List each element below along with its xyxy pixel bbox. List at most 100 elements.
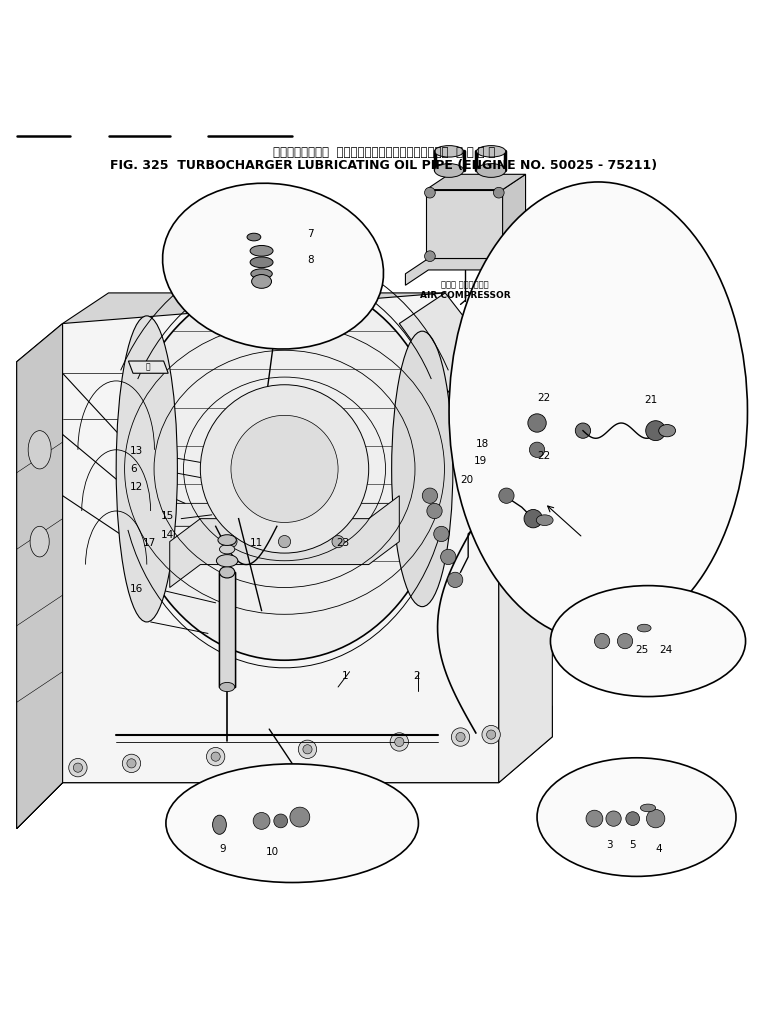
Text: 2: 2 xyxy=(413,670,419,681)
Circle shape xyxy=(422,489,438,504)
Circle shape xyxy=(207,747,225,765)
Circle shape xyxy=(427,504,442,518)
Circle shape xyxy=(493,187,504,198)
Text: 4: 4 xyxy=(656,844,662,854)
Text: 25: 25 xyxy=(635,645,648,655)
Circle shape xyxy=(646,421,666,440)
Ellipse shape xyxy=(250,245,273,257)
Circle shape xyxy=(278,536,290,548)
Ellipse shape xyxy=(220,566,235,578)
Circle shape xyxy=(482,726,500,744)
Polygon shape xyxy=(502,175,525,259)
Text: AIR COMPRESSOR: AIR COMPRESSOR xyxy=(420,290,511,299)
Ellipse shape xyxy=(28,430,51,469)
Polygon shape xyxy=(17,752,63,829)
Text: 1: 1 xyxy=(342,670,349,681)
Text: 3: 3 xyxy=(606,840,613,850)
Polygon shape xyxy=(63,706,552,752)
Ellipse shape xyxy=(551,586,746,697)
Ellipse shape xyxy=(537,757,736,877)
Text: 12: 12 xyxy=(130,481,143,492)
Text: 20: 20 xyxy=(461,475,474,485)
Ellipse shape xyxy=(217,555,238,567)
Text: 9: 9 xyxy=(220,844,226,854)
Ellipse shape xyxy=(116,316,177,622)
Polygon shape xyxy=(63,293,445,324)
Ellipse shape xyxy=(477,164,505,178)
Ellipse shape xyxy=(251,269,273,279)
Polygon shape xyxy=(170,496,399,588)
Ellipse shape xyxy=(637,624,651,632)
Circle shape xyxy=(524,510,542,527)
Ellipse shape xyxy=(220,683,235,692)
Text: 22: 22 xyxy=(537,392,551,403)
Text: 11: 11 xyxy=(250,539,263,548)
Text: 14: 14 xyxy=(161,530,174,541)
Text: 16: 16 xyxy=(130,584,143,594)
Circle shape xyxy=(575,423,591,438)
Circle shape xyxy=(606,811,621,826)
Ellipse shape xyxy=(213,816,227,834)
Text: 17: 17 xyxy=(143,539,156,548)
Ellipse shape xyxy=(641,804,656,811)
Polygon shape xyxy=(17,324,63,829)
Circle shape xyxy=(594,634,610,649)
Text: 22: 22 xyxy=(537,451,551,461)
Circle shape xyxy=(290,807,310,827)
Text: エアー コンプレッサ: エアー コンプレッサ xyxy=(442,281,489,290)
Ellipse shape xyxy=(435,145,464,157)
Text: ターボチャージャ  ルーブリケーティングオイルパイプ  適 用 号 機: ターボチャージャ ルーブリケーティングオイルパイプ 適 用 号 機 xyxy=(273,145,495,158)
Text: 19: 19 xyxy=(475,456,488,466)
Polygon shape xyxy=(124,480,430,549)
Text: 6: 6 xyxy=(130,464,137,474)
Ellipse shape xyxy=(449,182,747,641)
Ellipse shape xyxy=(166,763,419,883)
Circle shape xyxy=(68,758,87,777)
Polygon shape xyxy=(399,293,552,783)
Circle shape xyxy=(498,489,514,504)
Ellipse shape xyxy=(247,233,261,241)
Circle shape xyxy=(586,810,603,827)
Ellipse shape xyxy=(252,275,272,288)
Polygon shape xyxy=(220,572,235,687)
Circle shape xyxy=(529,443,545,458)
Ellipse shape xyxy=(200,384,369,553)
Ellipse shape xyxy=(220,545,235,554)
Circle shape xyxy=(253,812,270,829)
Circle shape xyxy=(332,536,344,548)
Ellipse shape xyxy=(536,515,553,525)
Polygon shape xyxy=(406,243,525,285)
Circle shape xyxy=(441,549,456,564)
Circle shape xyxy=(452,728,470,746)
Text: FIG. 325  TURBOCHARGER LUBRICATING OIL PIPE (ENGINE NO. 50025 - 75211): FIG. 325 TURBOCHARGER LUBRICATING OIL PI… xyxy=(111,159,657,173)
Circle shape xyxy=(390,733,409,751)
Text: 23: 23 xyxy=(336,539,349,548)
Polygon shape xyxy=(17,324,63,829)
Polygon shape xyxy=(426,175,525,190)
Polygon shape xyxy=(128,361,168,373)
Ellipse shape xyxy=(30,526,49,557)
Text: 24: 24 xyxy=(660,645,673,655)
Circle shape xyxy=(274,815,287,828)
Text: 10: 10 xyxy=(266,846,279,856)
Text: 21: 21 xyxy=(644,396,657,405)
Text: 注: 注 xyxy=(146,363,151,372)
Text: 13: 13 xyxy=(130,447,143,456)
Ellipse shape xyxy=(163,183,383,350)
Circle shape xyxy=(528,414,546,432)
Ellipse shape xyxy=(659,424,676,436)
Ellipse shape xyxy=(250,257,273,268)
Polygon shape xyxy=(426,190,502,259)
Text: 18: 18 xyxy=(476,438,489,449)
Circle shape xyxy=(434,526,449,542)
Circle shape xyxy=(448,572,463,588)
Ellipse shape xyxy=(477,145,505,157)
Text: 5: 5 xyxy=(629,840,635,850)
Circle shape xyxy=(456,733,465,742)
Text: 8: 8 xyxy=(307,256,314,265)
Circle shape xyxy=(73,763,82,773)
Circle shape xyxy=(211,752,220,761)
Circle shape xyxy=(425,187,435,198)
Ellipse shape xyxy=(218,535,237,546)
Text: 7: 7 xyxy=(307,229,314,239)
